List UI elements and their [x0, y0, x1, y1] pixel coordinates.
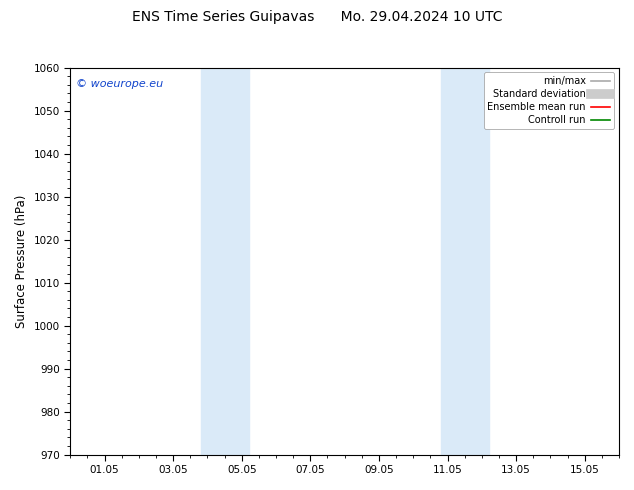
Y-axis label: Surface Pressure (hPa): Surface Pressure (hPa): [15, 195, 28, 328]
Legend: min/max, Standard deviation, Ensemble mean run, Controll run: min/max, Standard deviation, Ensemble me…: [484, 73, 614, 129]
Text: ENS Time Series Guipavas      Mo. 29.04.2024 10 UTC: ENS Time Series Guipavas Mo. 29.04.2024 …: [132, 10, 502, 24]
Bar: [441, 68, 489, 455]
Text: © woeurope.eu: © woeurope.eu: [75, 79, 163, 89]
Bar: [200, 68, 249, 455]
